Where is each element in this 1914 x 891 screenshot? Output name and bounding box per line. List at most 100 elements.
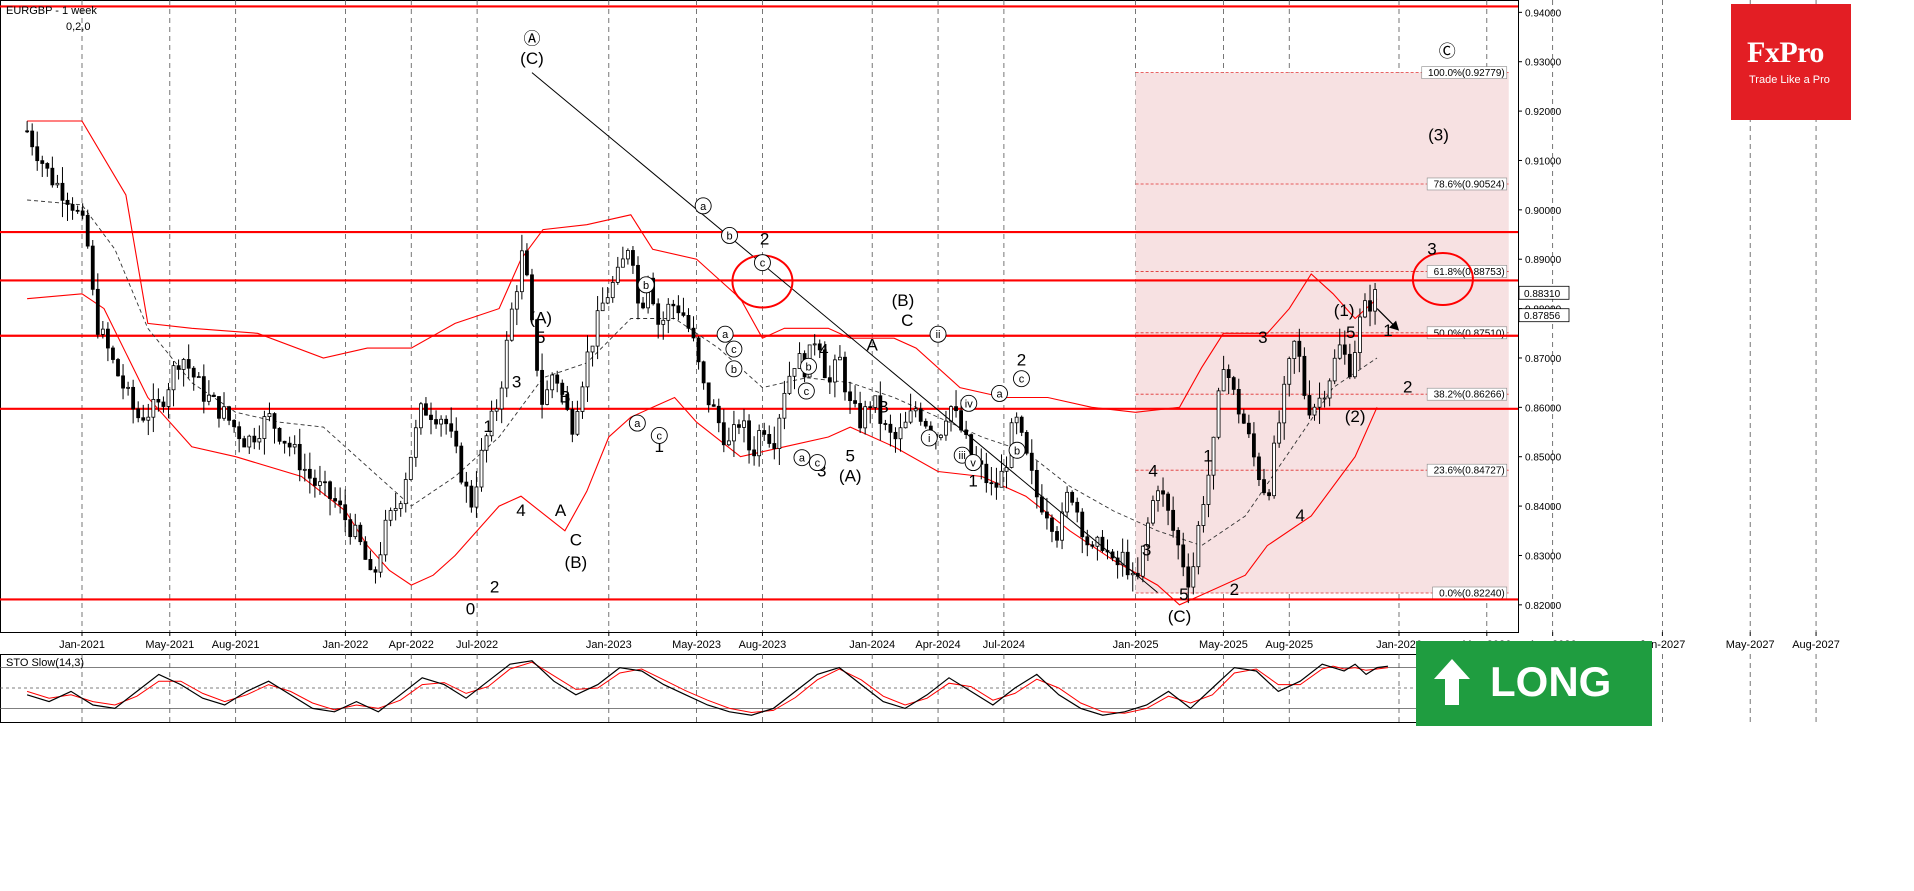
wave-circle-marker <box>725 360 743 378</box>
candle-body <box>1191 566 1196 588</box>
wave-label: (2) <box>1345 407 1366 426</box>
fxpro-logo: FxPro Trade Like a Pro <box>1731 4 1851 120</box>
candle-body <box>464 481 469 487</box>
candle-body <box>706 382 711 406</box>
fibonacci-level-label: 100.0%(0.92779) <box>1428 68 1505 79</box>
current-price-box <box>1518 308 1570 323</box>
wave-circle-marker <box>650 426 668 444</box>
candle-body <box>1060 511 1064 541</box>
y-tick-label: 0.91000 <box>1525 156 1562 167</box>
candle-body <box>398 503 403 509</box>
candle-body <box>348 519 353 538</box>
current-price-box <box>1518 285 1570 300</box>
candle-body <box>323 481 327 484</box>
wave-circle-label: v <box>970 458 976 470</box>
candle-body <box>494 408 499 412</box>
candle-body <box>242 438 247 448</box>
candle-body <box>35 146 40 162</box>
x-tick-label: Jan-2025 <box>1113 639 1159 651</box>
candle-body <box>171 365 176 391</box>
wave-label: 5 <box>536 328 545 347</box>
y-tick-label: 0.83000 <box>1525 551 1562 562</box>
candle-body <box>474 486 479 508</box>
candle-body <box>570 409 575 435</box>
x-tick-label: Jan-2024 <box>849 639 895 651</box>
candle-body <box>75 209 80 212</box>
candle-body <box>287 442 292 448</box>
candle-body <box>277 427 282 442</box>
wave-label: 3 <box>1258 328 1267 347</box>
wave-circle-label: c <box>815 458 821 470</box>
candle-body <box>50 167 55 186</box>
candle-body <box>217 396 221 419</box>
y-tick-label: 0.90000 <box>1525 206 1562 217</box>
wave-label: 3 <box>1427 239 1436 258</box>
wave-label: 3 <box>512 373 521 392</box>
candle-body <box>302 468 307 471</box>
candle-body <box>373 569 378 573</box>
y-tick-label: 0.86000 <box>1525 403 1562 414</box>
candle-body <box>141 417 146 421</box>
candle-body <box>1347 353 1352 378</box>
candle-body <box>131 386 136 410</box>
candle-body <box>656 303 661 325</box>
wave-label: C <box>570 531 582 550</box>
wave-label: 1 <box>483 417 492 436</box>
candle-body <box>1201 504 1206 526</box>
candle-body <box>671 303 676 307</box>
wave-circle-label: c <box>804 386 810 398</box>
candle-body <box>514 291 519 310</box>
x-tick-label: Jan-2026 <box>1376 639 1422 651</box>
moving-average-line <box>27 199 1378 547</box>
candle-body <box>747 420 751 451</box>
wave-label: 4 <box>819 341 828 360</box>
candle-body <box>1342 344 1347 355</box>
candle-body <box>1297 340 1302 357</box>
projection-arrow-head <box>1389 320 1400 331</box>
candle-body <box>1332 357 1337 382</box>
candle-body <box>954 406 958 412</box>
long-signal-label: LONG <box>1490 658 1612 705</box>
fibonacci-level-label: 23.6%(0.84727) <box>1434 466 1505 477</box>
candle-body <box>1216 390 1221 438</box>
trend-line <box>531 72 1158 593</box>
candle-body <box>1277 422 1282 444</box>
candle-body <box>1100 536 1105 551</box>
candle-body <box>873 395 878 408</box>
x-tick-label: Apr-2024 <box>915 639 960 651</box>
wave-circle-marker <box>716 325 734 343</box>
x-tick-label: Jan-2023 <box>586 639 632 651</box>
candle-body <box>939 434 943 438</box>
candle-body <box>1337 344 1342 359</box>
candle-body <box>999 470 1004 488</box>
candle-body <box>439 418 444 425</box>
x-tick-label: Aug-2025 <box>1265 639 1313 651</box>
wave-label: A <box>555 501 567 520</box>
candle-body <box>585 351 590 388</box>
candle-body <box>893 431 898 440</box>
up-arrow-icon <box>1434 659 1470 705</box>
fibonacci-label-box <box>1426 265 1508 278</box>
candle-body <box>898 427 903 440</box>
stochastic-signal-line <box>26 661 1389 714</box>
candle-body <box>353 524 358 538</box>
candle-body <box>1252 433 1256 458</box>
candle-body <box>196 376 201 379</box>
candle-body <box>666 303 671 321</box>
candle-body <box>343 504 348 521</box>
candle-body <box>1368 300 1372 312</box>
candle-body <box>519 250 524 293</box>
candle-body <box>742 420 746 428</box>
candle-body <box>827 377 832 383</box>
candle-body <box>848 391 852 402</box>
candle-body <box>1302 355 1307 396</box>
candle-body <box>696 337 701 363</box>
bollinger-upper-band <box>27 120 1378 413</box>
wave-label: 1 <box>968 471 977 490</box>
candle-body <box>252 435 257 443</box>
x-tick-label: Jul-2022 <box>456 639 498 651</box>
current-price-label: 0.88310 <box>1524 289 1561 300</box>
wave-label: (A) <box>839 466 862 485</box>
candle-body <box>1014 416 1019 424</box>
candle-body <box>408 456 413 480</box>
